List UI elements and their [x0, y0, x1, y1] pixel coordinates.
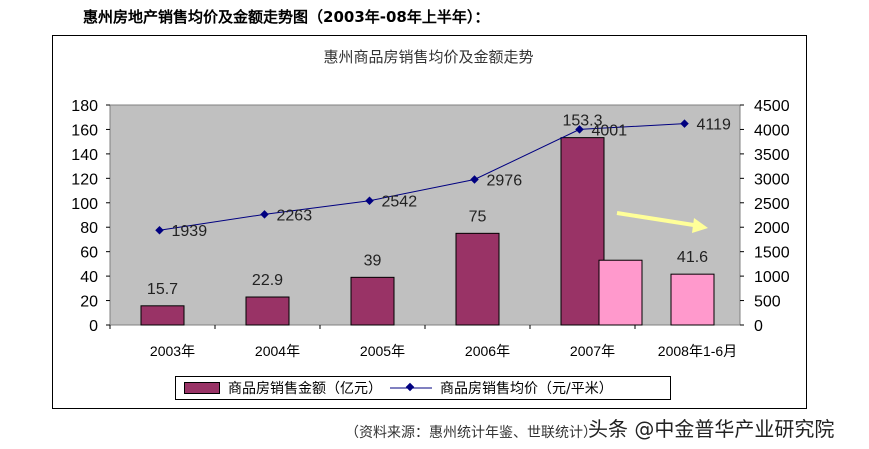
- bar-amount: [560, 137, 605, 326]
- y2-tick-label: 4500: [754, 98, 790, 115]
- page-heading: 惠州房地产销售均价及金额走势图（2003年-08年上半年）：: [83, 8, 490, 26]
- price-label: 2542: [382, 194, 418, 211]
- y-tick-label: 0: [89, 318, 98, 335]
- price-point: [365, 196, 374, 205]
- y2-tick-label: 500: [754, 294, 781, 311]
- bar-label: 41.6: [677, 249, 708, 266]
- bar-amount: [455, 232, 500, 326]
- price-line: [159, 123, 685, 231]
- x-tick-label: 2005年: [360, 343, 405, 359]
- y-tick-label: 120: [71, 171, 98, 188]
- y2-tick-label: 3000: [754, 171, 790, 188]
- price-label: 1939: [172, 223, 208, 240]
- legend-line-swatch: [390, 382, 432, 392]
- chart-title: 惠州商品房销售均价及金额走势: [323, 48, 534, 66]
- y2-tick-label: 2000: [754, 220, 790, 237]
- bar-label: 153.3: [562, 113, 602, 130]
- legend-bar-swatch: [184, 382, 220, 394]
- price-label: 2976: [487, 173, 523, 190]
- bar-amount-highlight: [670, 273, 715, 326]
- y-tick-label: 140: [71, 147, 98, 164]
- bar-label: 15.7: [147, 281, 178, 298]
- y2-tick-label: 1500: [754, 245, 790, 262]
- x-tick-label: 2003年: [150, 343, 195, 359]
- bar-amount: [245, 296, 290, 326]
- price-label: 4119: [697, 117, 732, 134]
- y2-tick-label: 3500: [754, 147, 790, 164]
- price-label: 2263: [277, 207, 313, 224]
- y-tick-label: 80: [80, 220, 98, 237]
- price-point: [260, 210, 269, 219]
- legend-line-label: 商品房销售均价（元/平米）: [440, 381, 613, 397]
- y-tick-label: 20: [80, 294, 98, 311]
- x-tick-label: 2004年: [255, 343, 300, 359]
- x-tick-label: 2008年1-6月: [658, 343, 737, 359]
- chart-frame: [52, 35, 807, 409]
- x-tick-label: 2007年: [570, 343, 615, 359]
- y2-tick-label: 1000: [754, 269, 790, 286]
- trend-arrow-head: [692, 218, 708, 233]
- y-tick-label: 100: [71, 196, 98, 213]
- watermark: 头条 @中金普华产业研究院: [588, 417, 835, 441]
- bar-label: 22.9: [252, 272, 283, 289]
- bar-label: 75: [469, 208, 487, 225]
- price-point: [470, 175, 479, 184]
- y2-tick-label: 4000: [754, 122, 790, 139]
- bar-amount: [140, 305, 185, 326]
- legend-bar-label: 商品房销售金额（亿元）: [228, 381, 382, 397]
- y-tick-label: 160: [71, 122, 98, 139]
- trend-arrow: [616, 211, 701, 228]
- y-tick-label: 180: [71, 98, 98, 115]
- y-tick-label: 40: [80, 269, 98, 286]
- y-tick-label: 60: [80, 245, 98, 262]
- legend: 商品房销售金额（亿元） 商品房销售均价（元/平米）: [175, 376, 671, 400]
- bar-amount: [350, 276, 395, 326]
- price-point: [155, 225, 164, 235]
- bar-label: 39: [364, 252, 382, 269]
- plot-area: [109, 104, 741, 326]
- source-note: （资料来源：惠州统计年鉴、世联统计）: [345, 425, 597, 441]
- price-label: 4001: [592, 122, 628, 139]
- x-tick-label: 2006年: [465, 343, 510, 359]
- y2-tick-label: 0: [754, 318, 763, 335]
- bar-amount-highlight: [598, 259, 643, 326]
- y2-tick-label: 2500: [754, 196, 790, 213]
